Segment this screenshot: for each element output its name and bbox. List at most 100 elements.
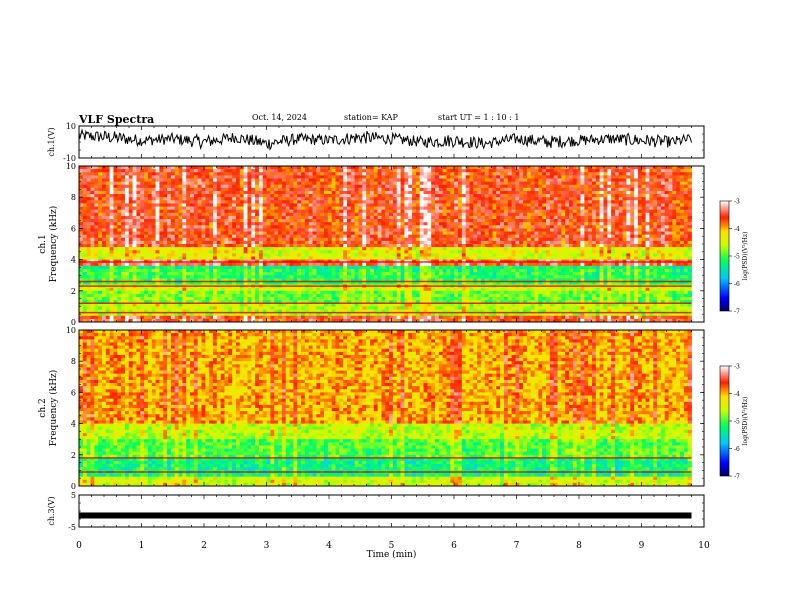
spec-cell xyxy=(507,237,512,242)
spec-cell xyxy=(419,212,424,217)
spec-cell xyxy=(232,228,237,232)
spec-cell xyxy=(412,215,417,220)
spec-cell xyxy=(205,181,210,186)
spec-cell xyxy=(358,203,363,207)
spec-cell xyxy=(687,219,692,223)
spec-cell xyxy=(324,169,329,173)
spec-cell xyxy=(293,228,298,232)
spec-cell xyxy=(404,240,409,245)
spec-cell xyxy=(90,200,95,204)
spec-cell xyxy=(404,215,409,220)
spec-cell xyxy=(293,219,298,223)
spec-cell xyxy=(565,228,570,232)
spec-cell xyxy=(281,194,287,198)
spec-cell xyxy=(595,206,601,211)
spec-cell xyxy=(565,184,570,189)
spec-cell xyxy=(580,240,585,245)
spec-cell xyxy=(427,166,432,170)
spec-cell xyxy=(480,212,486,217)
spec-cell xyxy=(607,253,612,257)
spec-cell xyxy=(151,240,156,245)
spec-cell xyxy=(167,194,172,198)
spec-cell xyxy=(86,175,91,179)
spec-cell xyxy=(197,203,202,207)
spec-cell xyxy=(389,237,394,242)
spec-cell xyxy=(331,209,336,214)
spec-cell xyxy=(308,178,313,182)
spec-cell xyxy=(415,206,421,211)
spec-cell xyxy=(618,206,623,211)
spec-cell xyxy=(591,184,597,189)
spec-cell xyxy=(216,187,222,192)
spec-cell xyxy=(496,234,501,239)
spec-cell xyxy=(526,172,532,176)
spec-cell xyxy=(649,247,654,251)
spec-cell xyxy=(335,200,340,204)
spec-cell xyxy=(190,225,195,229)
spec-cell xyxy=(301,190,306,195)
spec-cell xyxy=(668,250,673,254)
spec-cell xyxy=(389,206,394,211)
spec-cell xyxy=(385,212,390,217)
spec-cell xyxy=(343,166,348,170)
spec-cell xyxy=(415,197,421,201)
spec-cell xyxy=(649,253,654,257)
spec-cell xyxy=(193,231,199,236)
spec-cell xyxy=(121,197,126,201)
spec-cell xyxy=(201,209,206,214)
spec-cell xyxy=(657,181,662,186)
spec-cell xyxy=(232,219,237,223)
spec-cell xyxy=(389,240,394,245)
spec-cell xyxy=(392,240,398,245)
spec-cell xyxy=(128,240,133,245)
spec-cell xyxy=(369,244,375,248)
spec-cell xyxy=(308,169,313,173)
spec-cell xyxy=(381,219,386,223)
spec-cell xyxy=(507,234,512,239)
spec-cell xyxy=(193,166,199,170)
spec-cell xyxy=(113,197,118,201)
spec-cell xyxy=(144,197,149,201)
spec-cell xyxy=(366,234,371,239)
spec-cell xyxy=(427,181,432,186)
spec-cell xyxy=(622,231,627,236)
spec-cell xyxy=(503,215,509,220)
spec-cell xyxy=(350,203,356,207)
spec-cell xyxy=(511,172,516,176)
spec-cell xyxy=(657,244,662,248)
spec-cell xyxy=(496,225,501,229)
spec-cell xyxy=(431,209,436,214)
spec-cell xyxy=(660,250,666,254)
spec-cell xyxy=(653,175,658,179)
spec-cell xyxy=(664,219,669,223)
spec-cell xyxy=(408,190,413,195)
spec-cell xyxy=(113,187,118,192)
spec-cell xyxy=(607,231,612,236)
spec-cell xyxy=(324,175,329,179)
spec-cell xyxy=(584,253,589,257)
spec-cell xyxy=(672,169,677,173)
spec-cell xyxy=(660,184,666,189)
spec-cell xyxy=(270,166,275,170)
spec-cell xyxy=(392,190,398,195)
spec-cell xyxy=(404,253,409,257)
spec-cell xyxy=(576,237,581,242)
spec-cell xyxy=(668,234,673,239)
spec-cell xyxy=(79,194,84,198)
spec-cell xyxy=(565,172,570,176)
spec-cell xyxy=(557,222,562,226)
spec-cell xyxy=(557,225,562,229)
spec-cell xyxy=(603,187,608,192)
spec-cell xyxy=(442,206,447,211)
spec-cell xyxy=(285,247,290,251)
spec-cell xyxy=(247,203,252,207)
spec-cell xyxy=(454,169,459,173)
spec-cell xyxy=(266,203,271,207)
spec-cell xyxy=(293,253,298,257)
spec-cell xyxy=(113,184,118,189)
spec-cell xyxy=(346,200,352,204)
spec-cell xyxy=(293,250,298,254)
spec-cell xyxy=(377,222,382,226)
spec-cell xyxy=(178,234,183,239)
spec-cell xyxy=(588,228,593,232)
